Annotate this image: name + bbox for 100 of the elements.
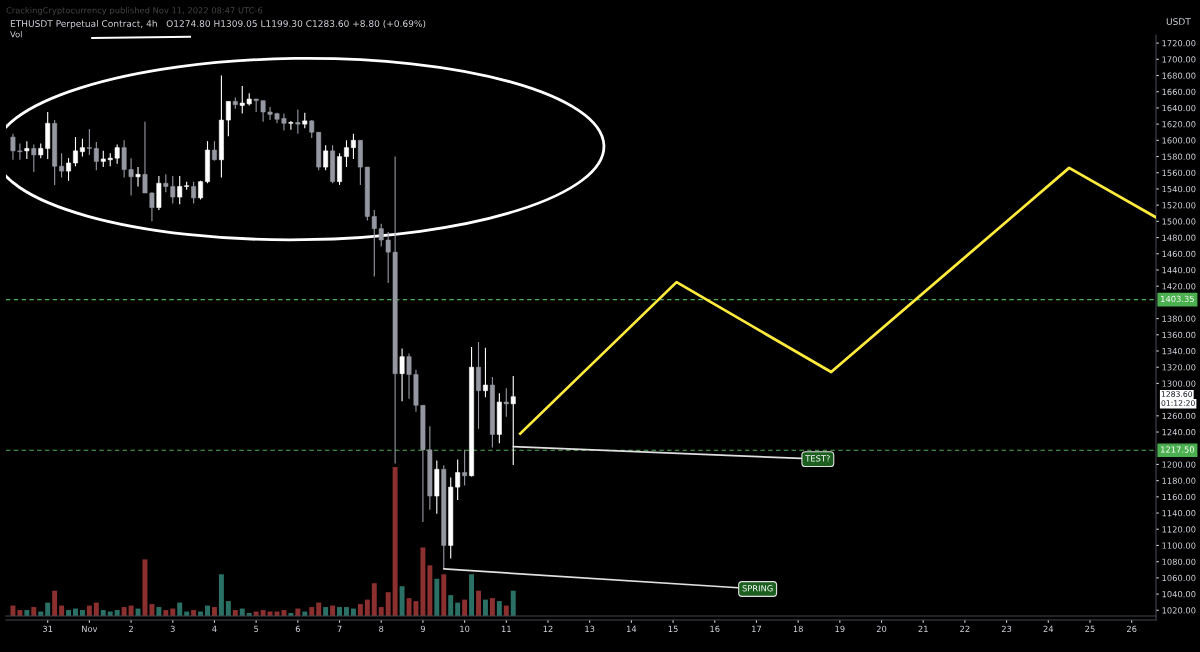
y-tick-label: 1200.00 — [1162, 461, 1196, 468]
bar — [121, 607, 127, 616]
bar — [496, 601, 502, 616]
ref-line-label: 1217.50 — [1161, 446, 1195, 453]
x-tick-label: 20 — [876, 625, 887, 633]
candlestick — [59, 152, 65, 179]
annotation: Vol — [10, 31, 22, 38]
x-tick-label: 8 — [379, 625, 384, 633]
y-tick-label: 1340.00 — [1162, 347, 1196, 355]
bar — [378, 607, 384, 616]
candlestick — [510, 375, 516, 466]
y-tick-label: 1240.00 — [1162, 429, 1196, 436]
candlestick — [503, 387, 509, 418]
y-tick-label: 1380.00 — [1162, 315, 1196, 322]
candlestick — [86, 128, 92, 156]
bar — [420, 547, 426, 616]
x-tick-label: 11 — [501, 625, 511, 632]
bar — [371, 583, 377, 616]
x-tick-label: 3 — [170, 625, 175, 633]
candlestick — [462, 449, 468, 487]
x-tick-label: 5 — [254, 625, 259, 633]
chart-title: ETHUSDT Perpetual Contract, 4h O1274.80 H1309.05 L1199.30 C1283.60 +8.80 (+0.69%) — [10, 20, 426, 29]
bar — [337, 607, 343, 616]
y-tick-label: 1680.00 — [1162, 72, 1196, 79]
y-tick-label: 1420.00 — [1162, 283, 1196, 290]
y-tick-label: 1580.00 — [1162, 153, 1196, 160]
bar — [413, 601, 419, 616]
bar — [399, 586, 405, 616]
line-series — [518, 166, 1156, 436]
y-tick-label: 1560.00 — [1162, 169, 1196, 177]
y-tick-label: 1440.00 — [1162, 266, 1196, 274]
y-tick-label: 1160.00 — [1162, 493, 1196, 501]
y-tick-label: 1080.00 — [1162, 558, 1196, 565]
y-tick-label: 1120.00 — [1162, 526, 1196, 533]
x-tick-label: 21 — [918, 625, 928, 632]
bar — [149, 604, 155, 616]
bar — [476, 590, 481, 616]
bar — [392, 467, 398, 616]
y-axis-title: USDT — [1166, 18, 1191, 25]
candlestick — [212, 140, 217, 162]
bar — [364, 599, 370, 616]
y-tick-label: 1640.00 — [1162, 104, 1196, 112]
ref-line-label: 1403.35 — [1161, 295, 1194, 303]
x-tick-label: 17 — [752, 625, 762, 632]
y-tick-label: 1040.00 — [1162, 591, 1196, 598]
bar — [434, 578, 440, 616]
bar — [211, 607, 217, 616]
bar — [448, 595, 454, 616]
x-tick-label: 4 — [212, 625, 217, 632]
x-tick-label: 26 — [1126, 625, 1137, 633]
x-tick-label: 9 — [420, 625, 425, 633]
x-tick-label: 22 — [960, 625, 970, 632]
x-tick-label: 14 — [626, 625, 637, 632]
bar — [31, 607, 37, 616]
bar — [482, 599, 488, 616]
text: CrackingCryptocurrency published Nov 11, 2022 08:47 UTC-6 — [6, 7, 263, 16]
y-tick-label: 1700.00 — [1162, 56, 1196, 63]
candlestick — [344, 139, 349, 168]
candlestick — [135, 166, 141, 188]
bar — [510, 590, 516, 616]
y-tick-label: 1480.00 — [1162, 234, 1196, 241]
y-tick-label: 1320.00 — [1162, 364, 1196, 371]
annotation: SPRING — [742, 585, 773, 592]
candlestick — [288, 120, 294, 131]
x-tick-label: Nov — [82, 625, 98, 633]
y-tick-label: 1060.00 — [1162, 574, 1196, 582]
bar — [52, 590, 58, 616]
y-tick-label: 1020.00 — [1162, 607, 1196, 614]
bar — [218, 574, 224, 616]
x-tick-label: 31 — [43, 625, 53, 633]
bar — [489, 598, 495, 616]
x-tick-label: 2 — [129, 625, 133, 632]
bar — [385, 592, 391, 616]
x-tick-label: 19 — [835, 625, 845, 633]
y-tick-label: 1180.00 — [1162, 477, 1196, 484]
candlestick — [73, 136, 78, 167]
bar — [45, 602, 51, 616]
y-tick-label: 1720.00 — [1162, 40, 1196, 47]
y-tick-label: 1500.00 — [1162, 218, 1196, 225]
bar — [455, 602, 461, 616]
y-tick-label: 1660.00 — [1162, 88, 1196, 95]
candlestick — [225, 100, 231, 137]
candlestick — [93, 141, 99, 171]
x-tick-label: 18 — [793, 625, 803, 633]
candlestick — [483, 347, 488, 398]
y-tick-label: 1300.00 — [1162, 380, 1196, 387]
candlestick — [351, 133, 356, 160]
bar — [156, 607, 162, 616]
bar — [344, 607, 349, 616]
x-tick-label: 24 — [1043, 625, 1054, 632]
bar — [225, 601, 231, 616]
x-tick-label: 13 — [585, 625, 595, 633]
bar — [469, 574, 475, 616]
y-tick-label: 1520.00 — [1162, 202, 1196, 209]
candlestick — [323, 144, 329, 171]
bar — [309, 607, 315, 616]
candlestick — [31, 143, 37, 173]
candlestick — [399, 348, 405, 402]
candlestick — [66, 157, 71, 182]
y-tick-label: 1360.00 — [1162, 331, 1196, 339]
